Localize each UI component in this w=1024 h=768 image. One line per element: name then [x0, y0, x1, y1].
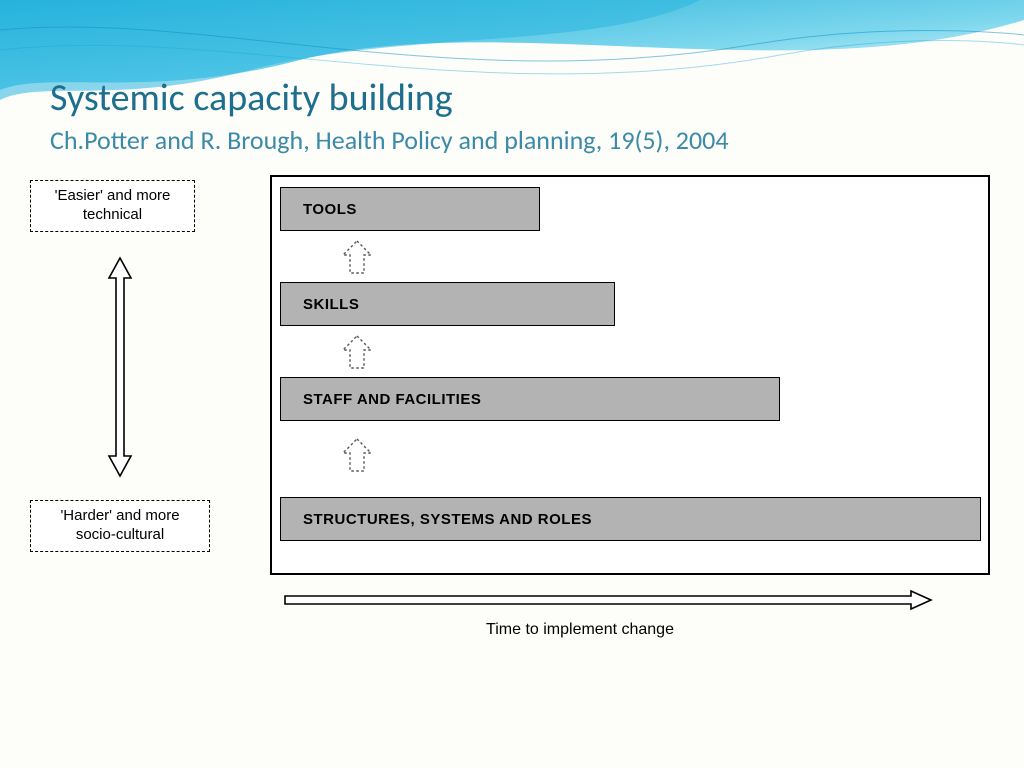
bar-skills: SKILLS: [280, 282, 615, 326]
capacity-diagram: 'Easier' and more technical 'Harder' and…: [30, 180, 1000, 640]
up-arrow-icon: [337, 237, 377, 277]
vertical-double-arrow: [105, 252, 135, 482]
chart-frame: TOOLS SKILLS STAFF AND FACILITIES STRUCT…: [270, 175, 990, 575]
bar-tools: TOOLS: [280, 187, 540, 231]
label-harder: 'Harder' and more socio-cultural: [30, 500, 210, 552]
time-arrow: [283, 590, 933, 610]
time-axis-label: Time to implement change: [480, 620, 680, 640]
up-arrow-icon: [337, 435, 377, 475]
label-easier: 'Easier' and more technical: [30, 180, 195, 232]
bar-staff-facilities: STAFF AND FACILITIES: [280, 377, 780, 421]
up-arrow-icon: [337, 332, 377, 372]
slide-title: Systemic capacity building: [50, 78, 729, 120]
slide-title-block: Systemic capacity building Ch.Potter and…: [50, 78, 729, 156]
slide-subtitle: Ch.Potter and R. Brough, Health Policy a…: [50, 124, 729, 156]
bar-structures: STRUCTURES, SYSTEMS AND ROLES: [280, 497, 981, 541]
